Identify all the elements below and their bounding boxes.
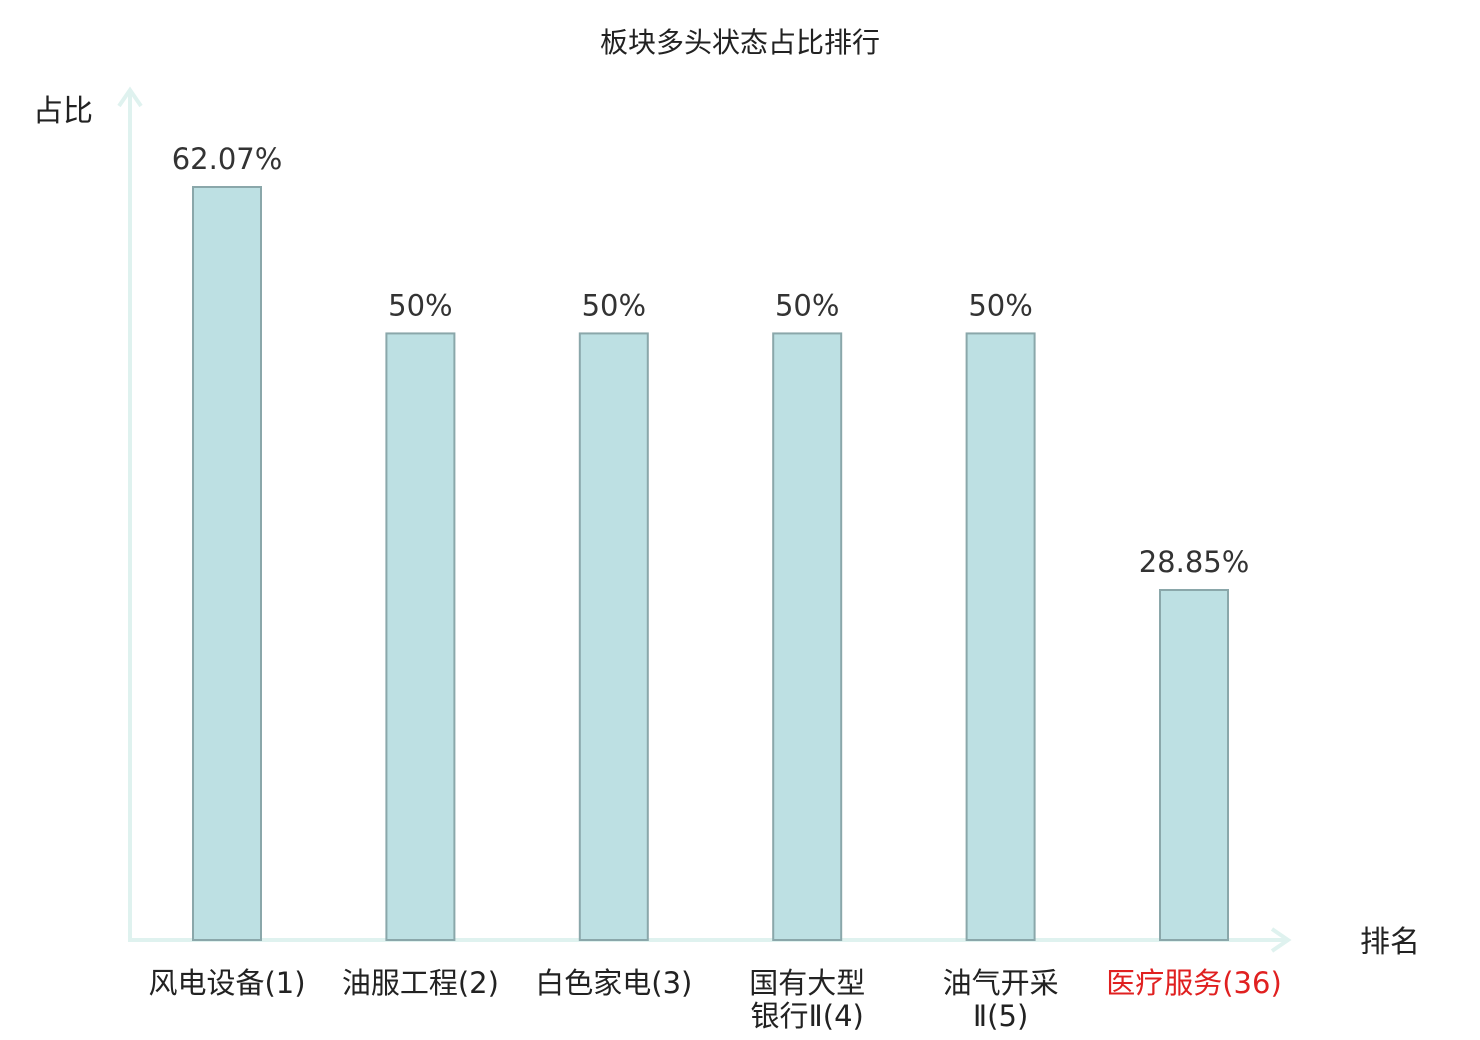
bar xyxy=(578,332,649,942)
y-axis-title: 占比 xyxy=(33,94,93,129)
bar-series xyxy=(192,186,1229,942)
bar-value-label: 50% xyxy=(388,288,452,322)
bar-value-label: 50% xyxy=(968,288,1032,322)
x-tick-label: 银行Ⅱ(4) xyxy=(751,999,864,1033)
bar-value-label: 50% xyxy=(775,288,839,322)
bar-value-label: 62.07% xyxy=(172,142,283,176)
bar xyxy=(1159,589,1229,941)
value-labels: 62.07% 50% 50% 50% 50% 28.85% xyxy=(172,142,1250,579)
x-axis-title: 排名 xyxy=(1360,925,1420,960)
x-tick-label: 国有大型 xyxy=(749,966,865,1000)
bar xyxy=(772,332,843,942)
bar-value-label: 28.85% xyxy=(1139,545,1250,579)
x-tick-label: 医疗服务(36) xyxy=(1106,966,1282,1000)
x-tick-label: 风电设备(1) xyxy=(148,966,305,1000)
x-tick-label: 油气开采 xyxy=(943,966,1059,1000)
bar xyxy=(192,186,262,941)
x-tick-label: 油服工程(2) xyxy=(342,966,499,1000)
chart-title: 板块多头状态占比排行 xyxy=(600,26,880,59)
bar xyxy=(385,332,456,942)
bar-value-label: 50% xyxy=(582,288,646,322)
x-tick-label: Ⅱ(5) xyxy=(973,999,1028,1033)
bar xyxy=(965,332,1036,942)
y-axis-arrow xyxy=(117,86,143,108)
x-tick-label: 白色家电(3) xyxy=(535,966,692,1000)
x-axis-arrow xyxy=(1270,927,1292,953)
